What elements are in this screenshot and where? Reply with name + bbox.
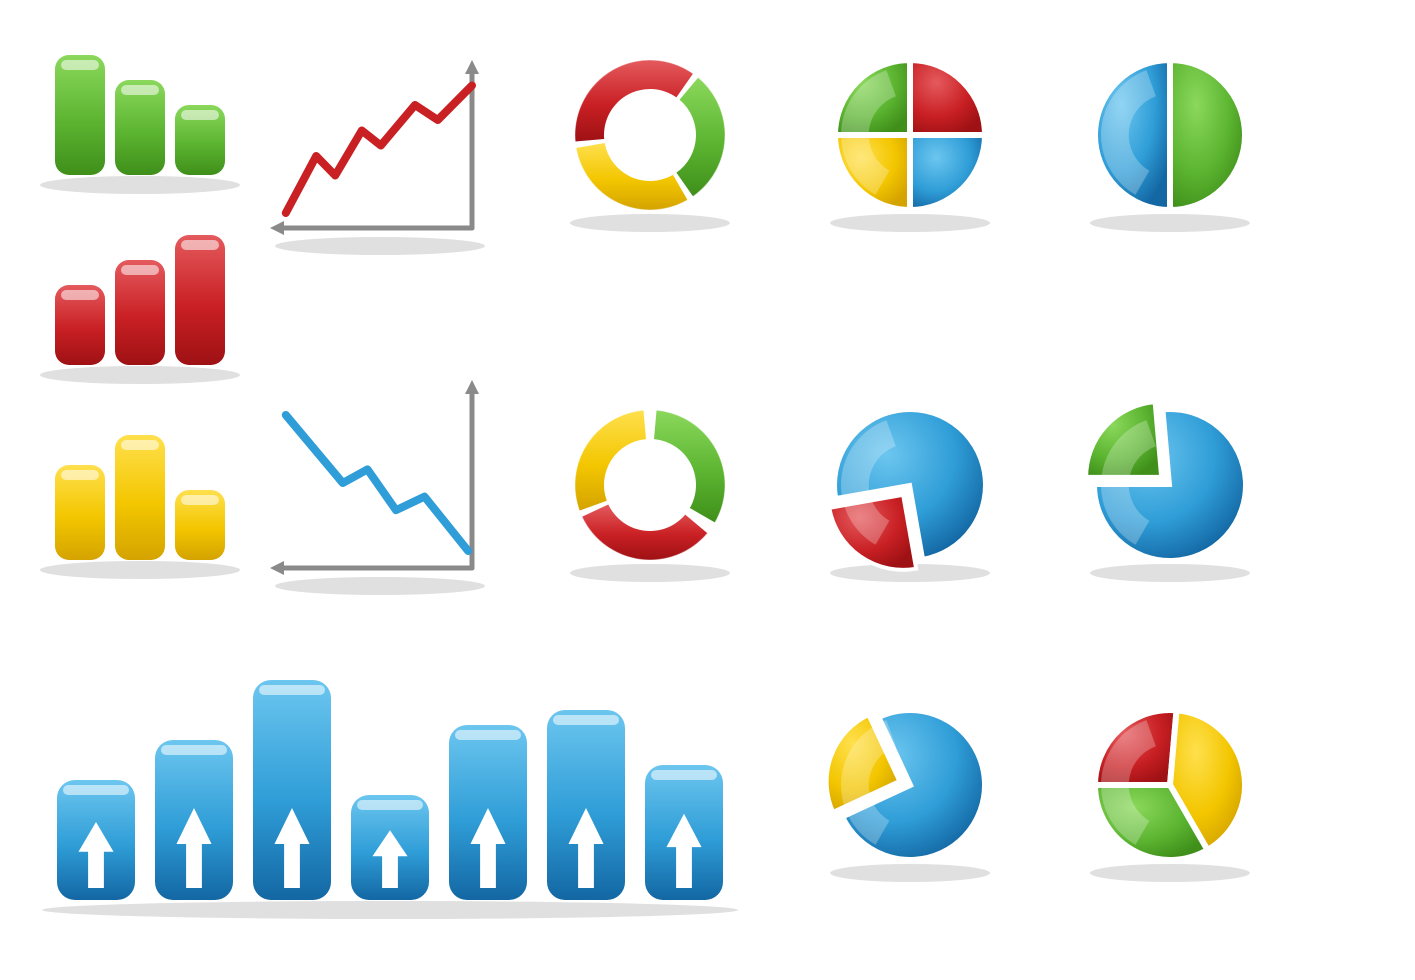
pie_explode_red-icon [820,395,1000,565]
bars_yellow-icon [40,420,240,560]
pie_explode_green-icon [1080,395,1260,565]
bars_red-icon [40,225,240,365]
pie_half-icon [1080,45,1260,215]
line_up-icon [270,380,490,580]
big_bars-icon [40,670,740,900]
pie_quad-icon [820,45,1000,215]
line_down-icon [270,60,490,240]
pie_thirds-icon [1080,695,1260,865]
donut_1-icon [560,45,740,215]
bars_green-icon [40,45,240,175]
donut_2-icon [560,395,740,565]
pie_yellow_wedge-icon [820,695,1000,865]
chart-icon-set [0,0,1415,980]
